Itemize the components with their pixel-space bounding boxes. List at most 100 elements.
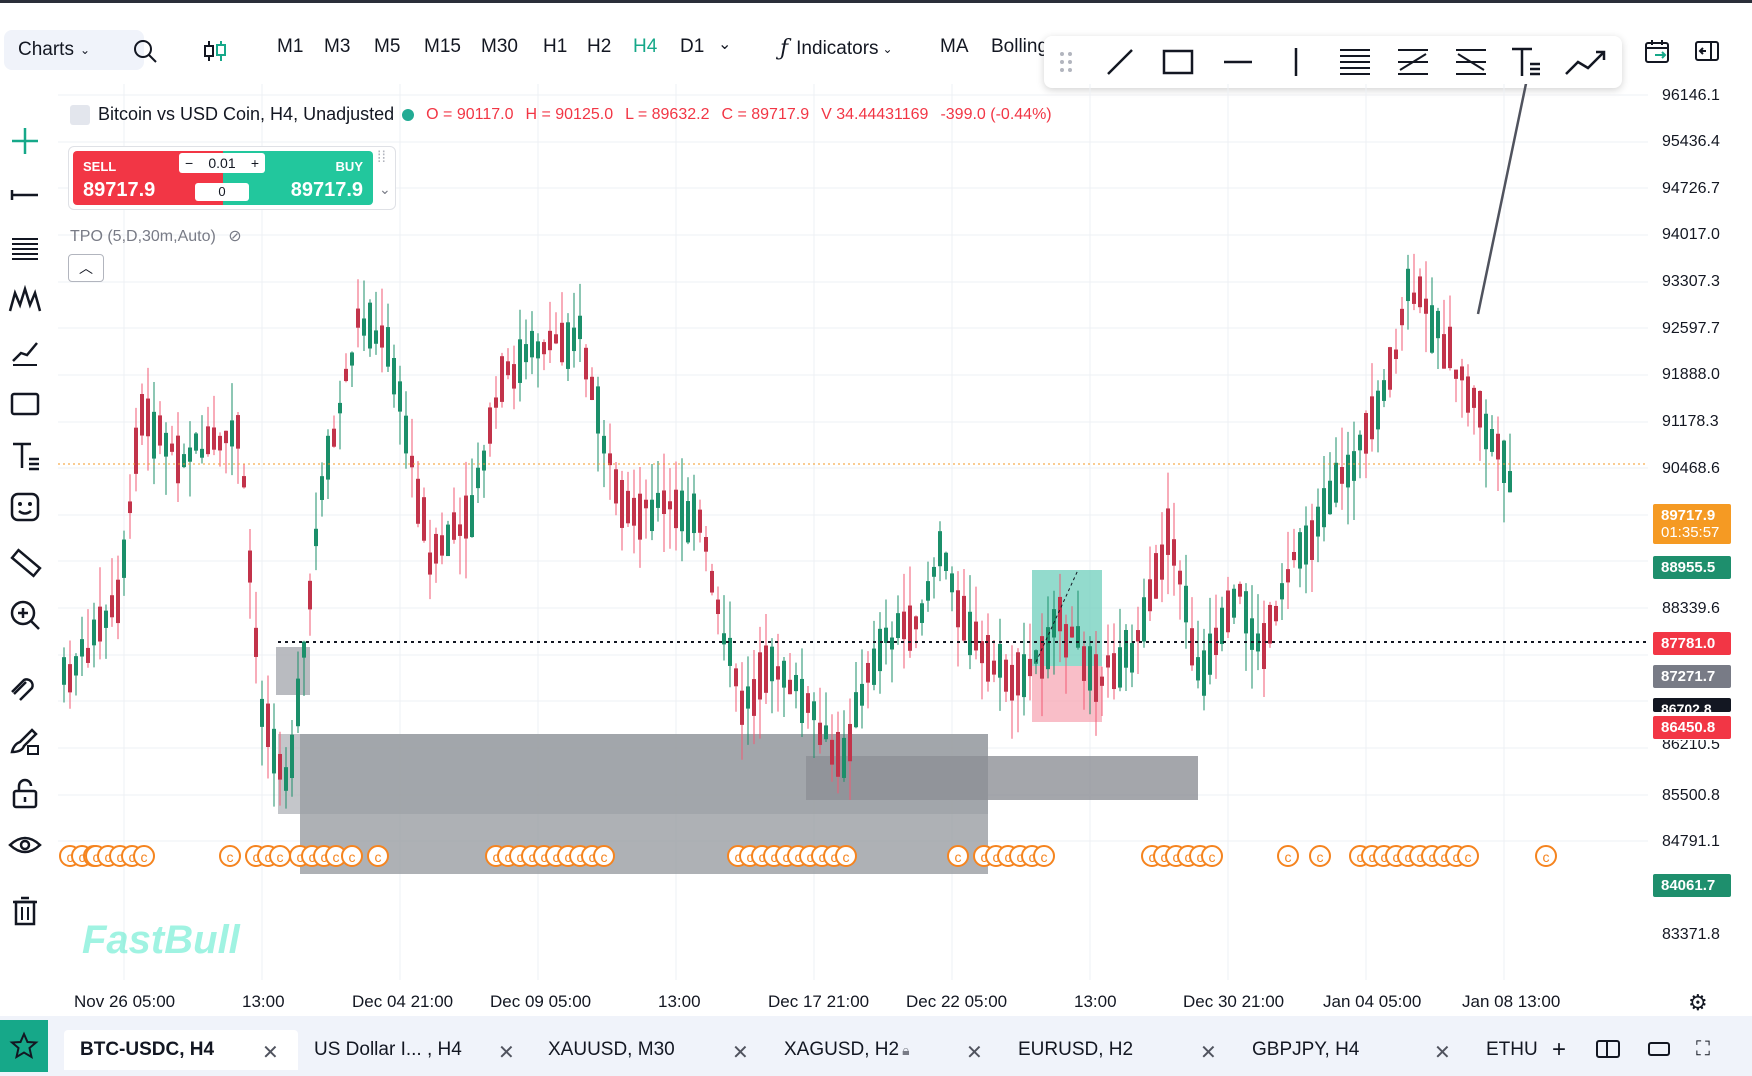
timeframe-more-chevron-icon[interactable]: ⌄ [718,36,732,53]
tab-timeframe-m30[interactable]: M30 [481,36,518,57]
candle-body [1274,605,1278,622]
close-tab-icon[interactable]: ✕ [732,1042,749,1064]
candle-body [722,633,726,645]
chart-tab[interactable]: GBPJPY, H4 [1252,1030,1359,1070]
rectangle-icon[interactable] [1162,49,1194,75]
eye-hidden-icon[interactable]: ⊘ [228,228,242,245]
fib-channel-icon[interactable] [1398,49,1428,75]
close-tab-icon[interactable]: ✕ [1200,1042,1217,1064]
chart-settings-gear-icon[interactable]: ⚙ [1688,990,1708,1015]
candle-body [1436,310,1440,339]
close-tab-icon[interactable]: ✕ [1434,1042,1451,1064]
lot-stepper[interactable]: − 0.01 + [179,153,265,173]
minus-icon[interactable]: − [185,155,194,171]
symbol-title[interactable]: Bitcoin vs USD Coin, H4, Unadjusted [98,104,395,124]
fib-fan-icon[interactable] [1456,49,1486,75]
candle-body [200,448,204,458]
tpo-indicator-label[interactable]: TPO (5,D,30m,Auto) ⊘ [70,226,242,246]
event-marker-glyph: c [333,849,340,865]
candlestick-type-icon[interactable] [200,36,230,66]
ruler-icon[interactable] [4,542,46,584]
price-axis[interactable]: 96146.1 95436.4 94726.7 94017.0 93307.3 … [1650,84,1750,980]
shape-rectangle-icon[interactable] [4,382,46,424]
candle-body [458,524,462,536]
zoom-in-icon[interactable] [4,594,46,636]
tab-timeframe-m15[interactable]: M15 [424,36,461,57]
favorites-star-button[interactable] [0,1020,48,1072]
candle-body [956,590,960,628]
trash-icon[interactable] [4,890,46,932]
path-tool-icon[interactable] [1565,51,1605,75]
tab-timeframe-h2[interactable]: H2 [587,36,612,57]
chart-tab[interactable]: XAUUSD, M30 [548,1030,675,1070]
tab-timeframe-m3[interactable]: M3 [324,36,351,57]
candle-body [1106,655,1110,668]
pattern-icon[interactable] [4,278,46,320]
chart-tab[interactable]: EURUSD, H2 [1018,1030,1133,1070]
search-icon[interactable] [130,36,160,66]
event-marker-glyph: c [321,849,328,865]
close-tab-icon[interactable]: ✕ [966,1042,983,1064]
tab-timeframe-m5[interactable]: M5 [374,36,401,57]
chart-tab-active[interactable]: BTC-USDC, H4 [64,1030,298,1070]
candle-body [1328,480,1332,515]
tab-timeframe-h1[interactable]: H1 [543,36,568,57]
tab-timeframe-d1[interactable]: D1 [680,36,705,57]
plus-icon[interactable]: + [250,155,259,171]
forecast-icon[interactable] [4,330,46,372]
chart-tab[interactable]: US Dollar I... , H4 [314,1030,462,1070]
brush-lock-icon[interactable] [4,720,46,762]
horizontal-ray-icon[interactable] [4,174,46,216]
candle-body [500,356,504,402]
charts-menu-button[interactable]: Charts ⌄ [4,30,144,70]
text-tool-icon[interactable] [1512,47,1540,76]
bollinger-indicator-button[interactable]: Bolling [991,36,1049,57]
calendar-icon[interactable] [1640,34,1674,68]
price-tag-green: 88955.5 [1653,556,1731,579]
candle-body [194,433,198,451]
fullscreen-icon[interactable]: ⛶ [1696,1038,1710,1060]
event-marker-glyph: c [1369,849,1376,865]
panel-drag-handle-icon[interactable]: ⁞⁞ [377,149,386,166]
fib-retracement-icon[interactable] [1340,49,1370,75]
event-marker-glyph: c [1005,849,1012,865]
drag-handle-icon[interactable] [1060,52,1072,72]
magnet-icon[interactable] [4,668,46,710]
candle-body [434,533,438,564]
layout-split-icon[interactable] [1596,1040,1620,1058]
candle-body [392,358,396,395]
candles [62,253,1512,809]
chart-tab[interactable]: ETHU [1486,1030,1540,1070]
trend-line-icon[interactable] [1107,49,1133,75]
tab-timeframe-h4[interactable]: H4 [633,36,658,57]
lot-size[interactable]: 0.01 [208,155,236,171]
ma-indicator-button[interactable]: MA [940,36,969,57]
chart-tab[interactable]: XAGUSD, H2 🔒︎ [784,1030,910,1070]
event-marker-glyph: c [807,849,814,865]
candle-body [446,524,450,557]
tab-timeframe-m1[interactable]: M1 [277,36,304,57]
lock-icon[interactable] [4,772,46,814]
candle-body [1298,532,1302,569]
panel-expand-chevron-icon[interactable]: ⌄ [379,181,391,197]
indicators-button[interactable]: ƒ Indicators ⌄ [780,36,893,61]
close-tab-icon[interactable]: ✕ [262,1042,279,1064]
candle-body [830,739,834,765]
layout-single-icon[interactable] [1648,1042,1670,1056]
collapse-panel-icon[interactable] [1690,34,1724,68]
candle-body [122,539,126,578]
candle-body [704,537,708,552]
close-tab-icon[interactable]: ✕ [498,1042,515,1064]
event-marker-glyph: c [1029,849,1036,865]
collapse-legend-button[interactable]: ︿ [68,254,104,282]
add-tab-plus-icon[interactable]: + [1552,1036,1567,1063]
candle-body [164,432,168,457]
text-icon[interactable] [4,434,46,476]
emoji-icon[interactable] [4,486,46,528]
eye-icon[interactable] [4,824,46,866]
crosshair-icon[interactable] [4,120,46,162]
buy-price: 89717.9 [290,179,363,201]
fib-levels-icon[interactable] [4,226,46,268]
candle-body [608,453,612,466]
